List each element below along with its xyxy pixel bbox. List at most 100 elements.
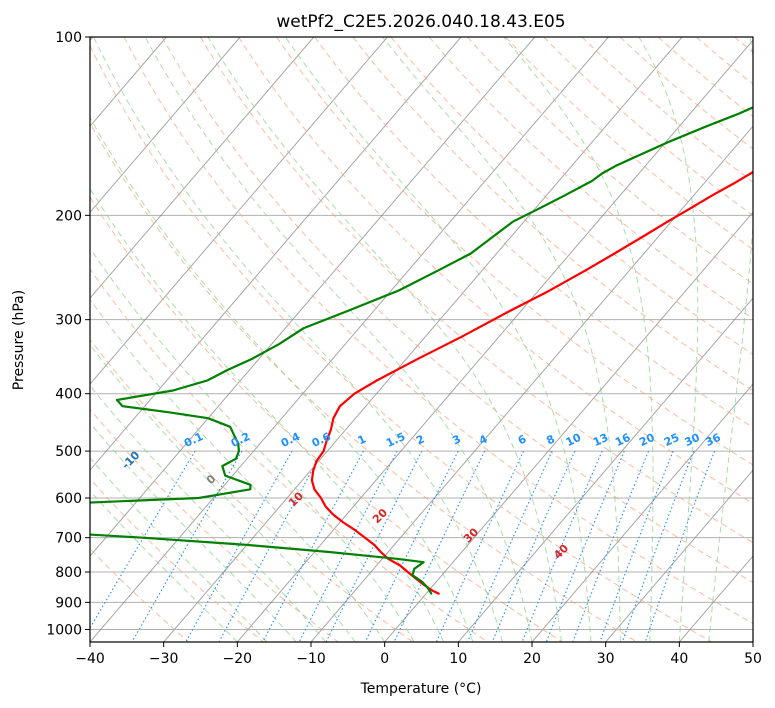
mixing-ratio-label: 2: [414, 432, 426, 447]
moist-adiabat-line: [90, 490, 238, 642]
mixing-ratio-label: 36: [703, 431, 723, 449]
x-tick-label: 30: [597, 651, 615, 667]
moist-adiabat-line: [90, 298, 386, 642]
dry-adiabat-line: [657, 37, 753, 117]
mixing-ratio-label: 0.4: [279, 430, 302, 450]
dry-adiabat-line: [276, 37, 753, 466]
x-tick-label: 50: [744, 651, 762, 667]
dry-adiabat-line: [543, 37, 753, 217]
isotherm-line: [90, 37, 388, 385]
moist-adiabat-line: [638, 37, 699, 642]
isotherm-line: [236, 39, 753, 642]
mixing-ratio-line: [644, 450, 716, 642]
isotherm-line: [605, 469, 753, 642]
dry-adiabat-label: 0: [204, 472, 219, 487]
x-tick-label: 20: [523, 651, 541, 667]
mixing-ratio-label: 30: [683, 431, 703, 449]
dry-adiabat-line: [695, 37, 753, 85]
isotherm-gridlines: [90, 37, 753, 642]
dry-adiabats: [90, 37, 753, 642]
isotherm-line: [457, 297, 753, 642]
dry-adiabat-label: 40: [551, 541, 571, 561]
x-axis: −40 −30 −20 −10 0 10 20 30 40 50: [75, 642, 762, 667]
y-tick-label: 300: [55, 313, 82, 329]
mixing-ratio-label: 1.5: [384, 430, 407, 450]
mixing-ratio-label: 1: [356, 432, 368, 447]
moist-adiabat-line: [90, 344, 356, 642]
dry-adiabat-line: [90, 44, 712, 642]
mixing-ratio-line: [599, 450, 674, 642]
dry-adiabat-line: [467, 37, 753, 285]
x-axis-label: Temperature (°C): [360, 681, 482, 697]
isotherm-line: [90, 37, 609, 642]
dry-adiabat-label: 20: [370, 506, 390, 526]
dry-adiabat-line: [734, 37, 753, 53]
y-tick-label: 600: [55, 491, 82, 507]
isotherm-line: [90, 37, 536, 557]
mixing-ratio-label: 0.1: [182, 430, 205, 450]
dry-adiabat-line: [505, 37, 753, 251]
y-tick-label: 900: [55, 595, 82, 611]
dry-adiabat-label: 10: [286, 489, 306, 509]
mixing-ratio-line: [364, 450, 459, 642]
moist-adiabat-line: [90, 384, 327, 642]
moist-adiabat-line: [90, 116, 474, 642]
mixing-ratio-lines: [90, 450, 716, 642]
isotherm-line: [90, 37, 462, 471]
isotherm-line: [90, 37, 241, 213]
x-tick-label: 10: [449, 651, 467, 667]
x-tick-label: 40: [670, 651, 688, 667]
mixing-ratio-label: 3: [450, 432, 462, 447]
dry-adiabat-line: [90, 338, 414, 642]
y-tick-label: 500: [55, 444, 82, 460]
dewpoint-profile-line: [90, 106, 753, 595]
moist-adiabat-line: [284, 37, 592, 642]
isotherm-line: [90, 37, 315, 299]
moist-adiabat-line: [93, 37, 503, 642]
dry-adiabat-line: [90, 478, 264, 642]
mixing-ratio-line: [262, 450, 364, 642]
isotherm-line: [752, 641, 753, 642]
moist-adiabat-line: [144, 37, 533, 642]
mixing-ratio-label: 25: [662, 431, 681, 449]
mixing-ratio-line: [185, 450, 293, 642]
mixing-ratio-label: 4: [477, 432, 490, 447]
dry-adiabat-line: [581, 37, 753, 183]
temperature-profile-line: [310, 170, 753, 595]
moist-adiabats: [90, 37, 753, 642]
plot-frame: [89, 36, 754, 643]
isotherm-line: [384, 211, 753, 642]
mixing-ratio-line: [435, 450, 525, 642]
dry-adiabat-line: [90, 268, 488, 642]
y-tick-label: 100: [55, 30, 82, 46]
dry-adiabat-line: [161, 37, 753, 584]
mixing-ratio-line: [621, 450, 695, 642]
y-tick-label: 700: [55, 531, 82, 547]
mixing-ratio-line: [90, 450, 196, 630]
dry-adiabat-line: [238, 37, 753, 505]
dry-adiabat-line: [314, 37, 753, 429]
x-tick-label: 0: [380, 651, 389, 667]
chart-title: wetPf2_C2E5.2026.040.18.43.E05: [276, 12, 565, 32]
moist-adiabat-line: [381, 37, 621, 642]
mixing-ratio-line: [545, 450, 625, 642]
moist-adiabat-line: [708, 37, 753, 642]
y-tick-label: 800: [55, 565, 82, 581]
x-tick-label: −10: [296, 651, 326, 667]
moist-adiabat-line: [503, 37, 654, 642]
y-tick-label: 400: [55, 387, 82, 403]
isotherm-line: [678, 555, 753, 642]
mixing-ratio-label: 13: [591, 431, 610, 449]
moist-adiabat-line: [90, 422, 297, 642]
mixing-ratio-line: [491, 450, 576, 642]
x-tick-label: −30: [149, 651, 179, 667]
mixing-ratio-line: [466, 450, 553, 642]
isotherm-line: [531, 383, 753, 642]
plot-area: -100-90-80-70-60-50-40-30-20-10010203040…: [90, 37, 753, 642]
dry-adiabat-label: -10: [119, 448, 142, 471]
mixing-ratio-label: 16: [613, 431, 633, 449]
dry-adiabat-line: [619, 37, 753, 150]
isotherm-line: [163, 37, 683, 642]
